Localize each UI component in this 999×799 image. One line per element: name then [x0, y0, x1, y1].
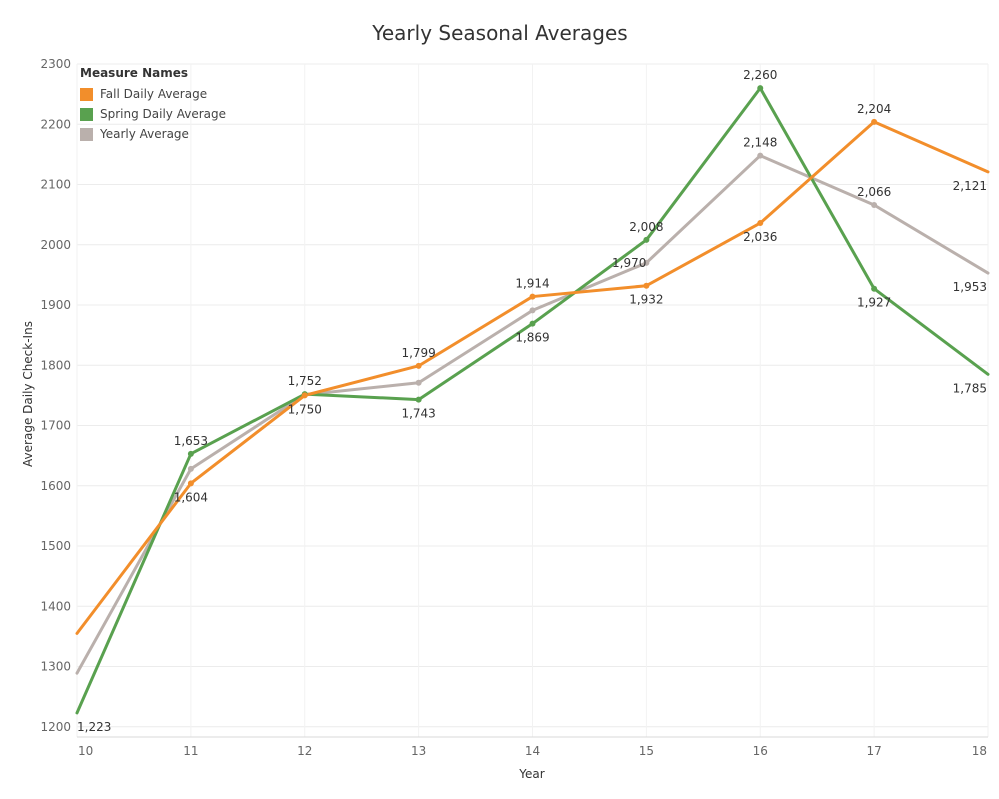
data-point[interactable] — [529, 293, 536, 300]
data-label: 1,927 — [857, 296, 891, 310]
x-tick-label: 13 — [411, 744, 426, 758]
x-tick-label: 18 — [972, 744, 987, 758]
data-label: 2,066 — [857, 185, 891, 199]
x-tick-label: 12 — [297, 744, 312, 758]
data-point[interactable] — [871, 201, 878, 208]
data-label: 1,914 — [515, 277, 549, 291]
legend-label-fall: Fall Daily Average — [100, 87, 208, 101]
y-tick-label: 1600 — [40, 479, 71, 493]
y-tick-label: 1900 — [40, 298, 71, 312]
x-tick-label: 15 — [639, 744, 654, 758]
data-point[interactable] — [187, 480, 194, 487]
data-label: 1,970 — [612, 256, 646, 270]
x-tick-label: 11 — [183, 744, 198, 758]
data-label: 1,743 — [401, 407, 435, 421]
x-tick-label: 17 — [866, 744, 881, 758]
data-label: 1,750 — [288, 402, 322, 416]
legend-item-spring[interactable]: Spring Daily Average — [80, 104, 226, 124]
data-point[interactable] — [529, 307, 536, 314]
data-label: 2,036 — [743, 230, 777, 244]
legend-item-fall[interactable]: Fall Daily Average — [80, 84, 226, 104]
data-label: 2,148 — [743, 136, 777, 150]
legend-swatch-yearly — [80, 127, 93, 141]
data-label: 2,008 — [629, 220, 663, 234]
data-point[interactable] — [757, 220, 764, 227]
x-axis-ticks: 10 11 12 13 14 15 16 17 18 — [78, 744, 987, 758]
data-point[interactable] — [529, 320, 536, 327]
y-tick-label: 2300 — [40, 57, 71, 71]
data-point[interactable] — [643, 259, 650, 266]
data-label: 1,785 — [953, 381, 987, 395]
data-point[interactable] — [415, 379, 422, 386]
data-label: 1,653 — [174, 434, 208, 448]
series-points — [187, 85, 878, 487]
data-point[interactable] — [187, 465, 194, 472]
legend-swatch-spring — [80, 107, 93, 121]
data-point[interactable] — [757, 85, 764, 92]
y-tick-label: 1200 — [40, 720, 71, 734]
x-tick-label: 10 — [78, 744, 93, 758]
legend-label-yearly: Yearly Average — [100, 127, 189, 141]
data-label: 1,869 — [515, 331, 549, 345]
x-axis-title: Year — [518, 767, 544, 781]
data-label: 1,752 — [288, 374, 322, 388]
grid-lines — [76, 63, 989, 738]
data-point[interactable] — [871, 285, 878, 292]
data-label: 1,953 — [953, 280, 987, 294]
data-point[interactable] — [301, 392, 308, 399]
data-point[interactable] — [643, 282, 650, 289]
chart-title: Yearly Seasonal Averages — [371, 21, 627, 45]
y-tick-label: 1800 — [40, 358, 71, 372]
data-point[interactable] — [415, 396, 422, 403]
data-point[interactable] — [415, 362, 422, 369]
y-tick-label: 2200 — [40, 117, 71, 131]
y-axis-ticks: 1200 1300 1400 1500 1600 1700 1800 1900 2000 2100… — [40, 57, 71, 734]
data-labels: 1,604 1,750 1,799 1,914 1,932 2,036 2,204 2,121… — [77, 68, 987, 734]
y-tick-label: 2100 — [40, 178, 71, 192]
legend-item-yearly[interactable]: Yearly Average — [80, 124, 226, 144]
data-point[interactable] — [757, 152, 764, 159]
data-label: 1,932 — [629, 293, 663, 307]
y-axis-title: Average Daily Check-Ins — [21, 321, 35, 467]
data-point[interactable] — [643, 236, 650, 243]
y-tick-label: 2000 — [40, 238, 71, 252]
data-label: 2,121 — [953, 179, 987, 193]
data-label: 1,799 — [401, 346, 435, 360]
data-label: 2,260 — [743, 68, 777, 82]
legend-title: Measure Names — [80, 66, 189, 80]
legend-label-spring: Spring Daily Average — [100, 107, 226, 121]
y-tick-label: 1500 — [40, 539, 71, 553]
y-tick-label: 1400 — [40, 599, 71, 613]
legend-swatch-fall — [80, 87, 93, 101]
y-tick-label: 1300 — [40, 660, 71, 674]
x-tick-label: 14 — [525, 744, 540, 758]
data-label: 2,204 — [857, 102, 891, 116]
x-tick-label: 16 — [753, 744, 768, 758]
y-tick-label: 1700 — [40, 419, 71, 433]
data-label: 1,223 — [77, 720, 111, 734]
data-point[interactable] — [871, 118, 878, 125]
data-label: 1,604 — [174, 490, 208, 504]
data-point[interactable] — [187, 450, 194, 457]
legend: Measure Names Fall Daily Average Spring … — [80, 66, 226, 144]
